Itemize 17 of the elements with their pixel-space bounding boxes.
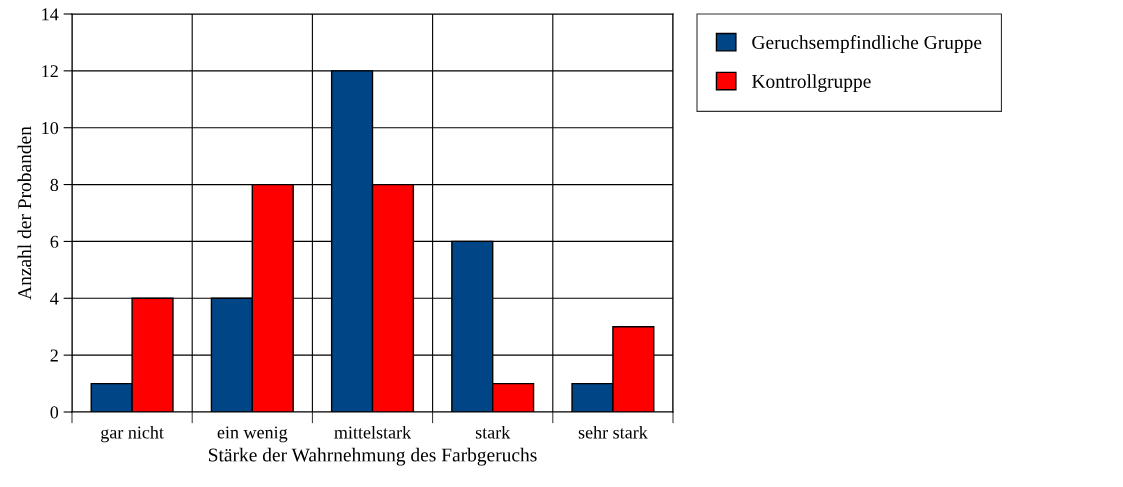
y-tick-label: 0 — [50, 406, 59, 419]
x-tick-label: gar nicht — [101, 425, 164, 443]
y-tick-label: 14 — [42, 8, 59, 21]
y-tick-label: 8 — [50, 178, 59, 192]
x-tick-label: ein wenig — [217, 426, 288, 443]
x-tick-label: stark — [475, 425, 511, 439]
x-tick-label: mittelstark — [334, 425, 412, 439]
legend-label: Geruchsempfindliche Gruppe — [752, 35, 982, 53]
y-axis-title: Anzahl der Probanden — [17, 126, 32, 300]
y-tick-label: 4 — [50, 292, 59, 305]
y-tick-label: 12 — [42, 65, 58, 78]
y-tick-label: 6 — [50, 235, 59, 248]
x-axis-title: Stärke der Wahrnehmung des Farbgeruchs — [208, 447, 537, 466]
y-tick-label: 2 — [50, 349, 58, 362]
legend-label: Kontrollgruppe — [752, 74, 871, 92]
x-tick-label: sehr stark — [578, 425, 648, 439]
y-tick-label: 10 — [42, 121, 59, 135]
